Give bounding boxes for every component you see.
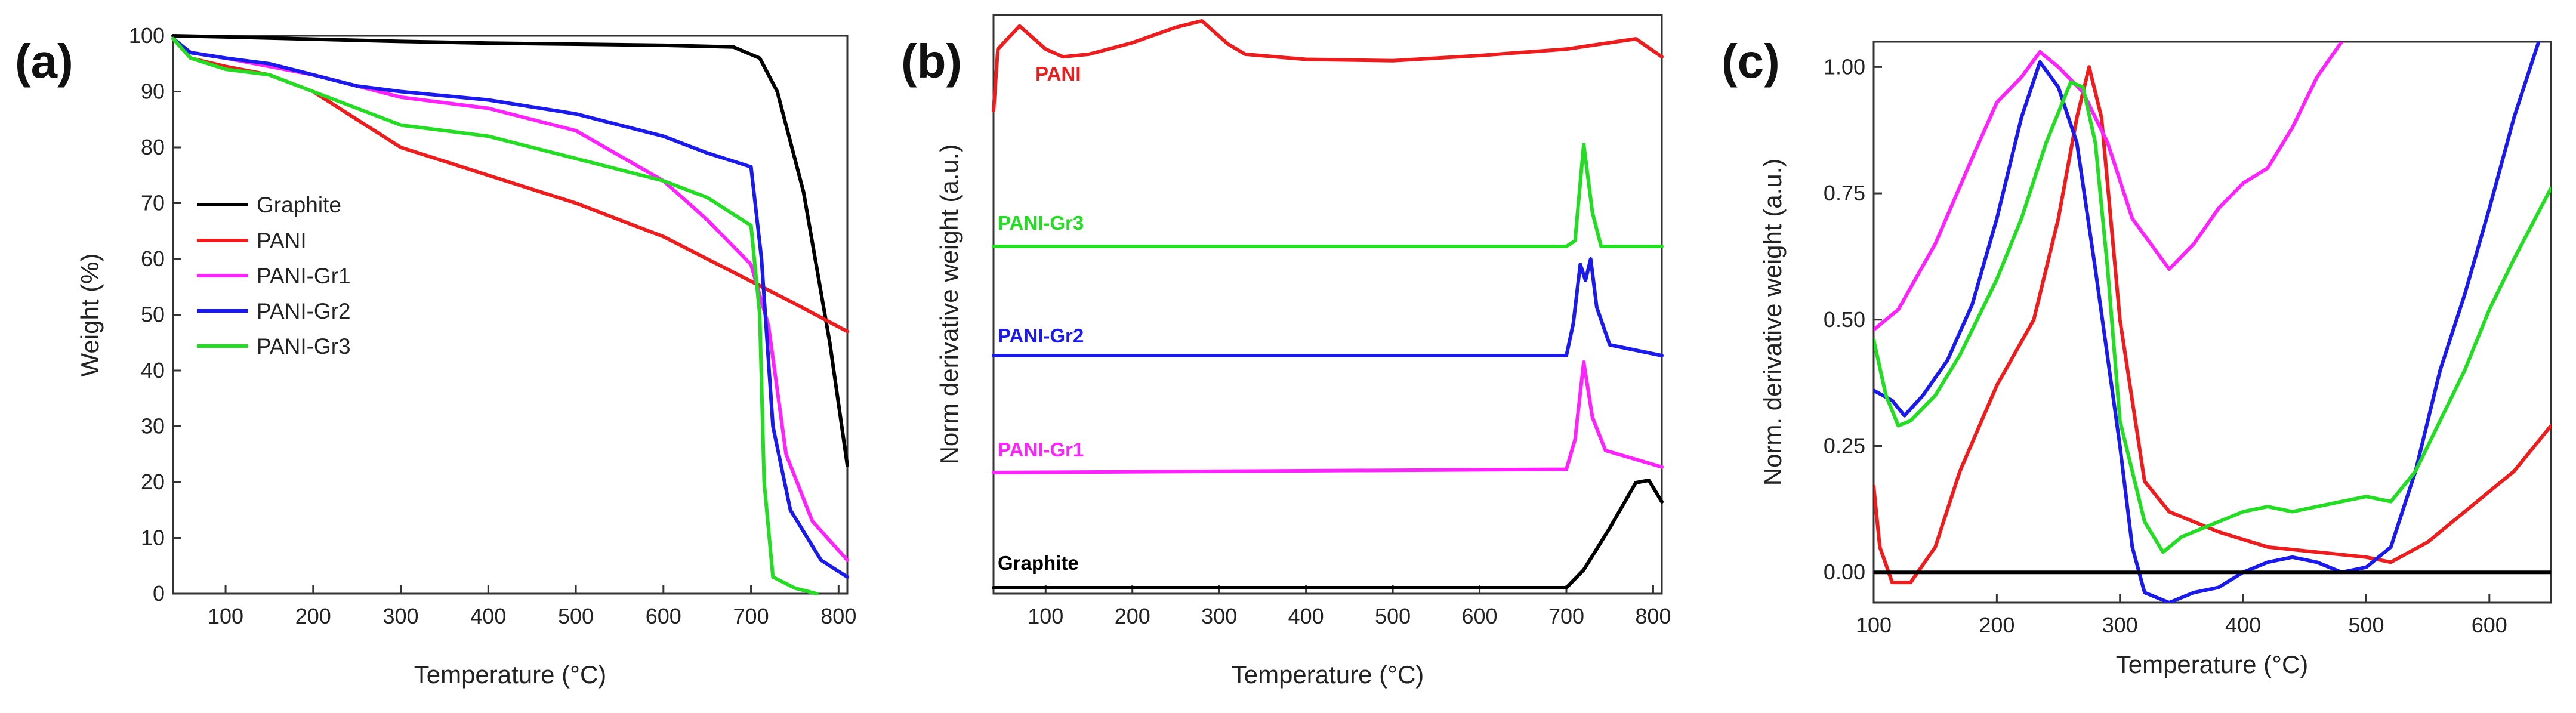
legend-label-pani-gr1: PANI-Gr1 — [257, 264, 351, 288]
x-tick-label: 100 — [1028, 604, 1063, 628]
panel-b-y-axis-title: Norm derivative weight (a.u.) — [935, 144, 963, 465]
x-tick-label: 500 — [2348, 613, 2384, 637]
panel-a-series-pani-gr3 — [171, 36, 819, 595]
curve-label-graphite: Graphite — [998, 552, 1079, 574]
y-tick-label: 0.50 — [1824, 307, 1865, 332]
curve-label-pani-gr1: PANI-Gr1 — [998, 439, 1084, 461]
panel-b-series-pani — [992, 19, 1664, 113]
x-tick-label: 700 — [733, 604, 769, 628]
x-tick-label: 300 — [1201, 604, 1237, 628]
curve-label-pani: PANI — [1035, 63, 1081, 85]
x-tick-label: 100 — [208, 604, 243, 628]
y-tick-label: 40 — [141, 358, 165, 382]
y-tick-label: 60 — [141, 246, 165, 271]
x-tick-label: 400 — [1288, 604, 1324, 628]
panel-a-series-pani-gr2 — [171, 36, 849, 579]
y-tick-label: 90 — [141, 79, 165, 104]
panel-b-series-pani-gr3 — [992, 143, 1664, 248]
x-tick-label: 700 — [1548, 604, 1584, 628]
panel-a-y-axis-title: Weight (%) — [76, 254, 104, 377]
y-tick-label: 30 — [141, 414, 165, 439]
x-tick-label: 800 — [820, 604, 856, 628]
panel-a-legend: Graphite PANI PANI-Gr1 PANI-Gr2 PANI-Gr3 — [197, 193, 351, 359]
x-tick-label: 600 — [1462, 604, 1498, 628]
y-tick-label: 100 — [129, 23, 165, 48]
legend-label-pani: PANI — [257, 229, 307, 253]
panel-a-series-graphite — [171, 34, 849, 467]
x-tick-label: 500 — [1375, 604, 1411, 628]
panel-a-ticks: 100 200 300 400 500 600 700 800 0 10 20 30 40 50 60 70 8… — [129, 23, 856, 628]
panel-b-x-axis-title: Temperature (°C) — [1232, 660, 1424, 689]
panel-b-series-pani-gr1 — [992, 360, 1664, 474]
x-tick-label: 300 — [383, 604, 419, 628]
x-tick-label: 500 — [558, 604, 594, 628]
x-tick-label: 200 — [1115, 604, 1150, 628]
panel-c-plot-area — [1872, 41, 2552, 604]
legend-label-pani-gr2: PANI-Gr2 — [257, 299, 351, 323]
y-tick-label: 1.00 — [1824, 54, 1865, 79]
y-tick-label: 50 — [141, 303, 165, 327]
x-tick-label: 600 — [2472, 613, 2507, 637]
panel-c-series-pani-gr1 — [1874, 42, 2344, 332]
y-tick-label: 0.00 — [1824, 560, 1865, 584]
y-tick-label: 0.25 — [1824, 433, 1865, 458]
x-tick-label: 200 — [295, 604, 331, 628]
x-tick-label: 800 — [1635, 604, 1671, 628]
y-tick-label: 10 — [141, 526, 165, 550]
panel-a-x-axis-title: Temperature (°C) — [414, 660, 607, 689]
curve-label-pani-gr3: PANI-Gr3 — [998, 212, 1084, 234]
legend-label-pani-gr3: PANI-Gr3 — [257, 334, 351, 359]
panel-a-series-pani — [171, 36, 849, 334]
panel-b-plot-area — [992, 14, 1663, 595]
y-tick-label: 0 — [153, 581, 165, 606]
curve-label-pani-gr2: PANI-Gr2 — [998, 325, 1084, 347]
panel-b-letter: (b) — [901, 35, 962, 88]
x-tick-label: 100 — [1856, 613, 1892, 637]
x-tick-label: 200 — [1979, 613, 2014, 637]
panel-c-y-axis-title: Norm. derivative weight (a.u.) — [1759, 159, 1787, 486]
legend-label-graphite: Graphite — [257, 193, 341, 217]
panel-a-series — [171, 34, 849, 595]
x-tick-label: 400 — [470, 604, 506, 628]
panel-c-series — [1874, 42, 2551, 603]
x-tick-label: 300 — [2102, 613, 2138, 637]
panel-b-series — [992, 19, 1664, 589]
panel-b-series-pani-gr2 — [992, 257, 1664, 357]
panel-c-x-axis-title: Temperature (°C) — [2116, 650, 2309, 678]
y-tick-label: 0.75 — [1824, 181, 1865, 205]
x-tick-label: 600 — [646, 604, 681, 628]
y-tick-label: 70 — [141, 191, 165, 215]
y-tick-label: 20 — [141, 470, 165, 494]
panel-c-series-pani-gr3 — [1874, 80, 2551, 554]
panel-b-ticks: 100 200 300 400 500 600 700 800 — [1028, 585, 1671, 628]
panel-c-series-pani — [1874, 65, 2551, 585]
panel-b-series-graphite — [992, 479, 1664, 589]
x-tick-label: 400 — [2225, 613, 2261, 637]
y-tick-label: 80 — [141, 135, 165, 159]
panel-c-letter: (c) — [1722, 35, 1780, 88]
panel-a-letter: (a) — [15, 35, 73, 88]
